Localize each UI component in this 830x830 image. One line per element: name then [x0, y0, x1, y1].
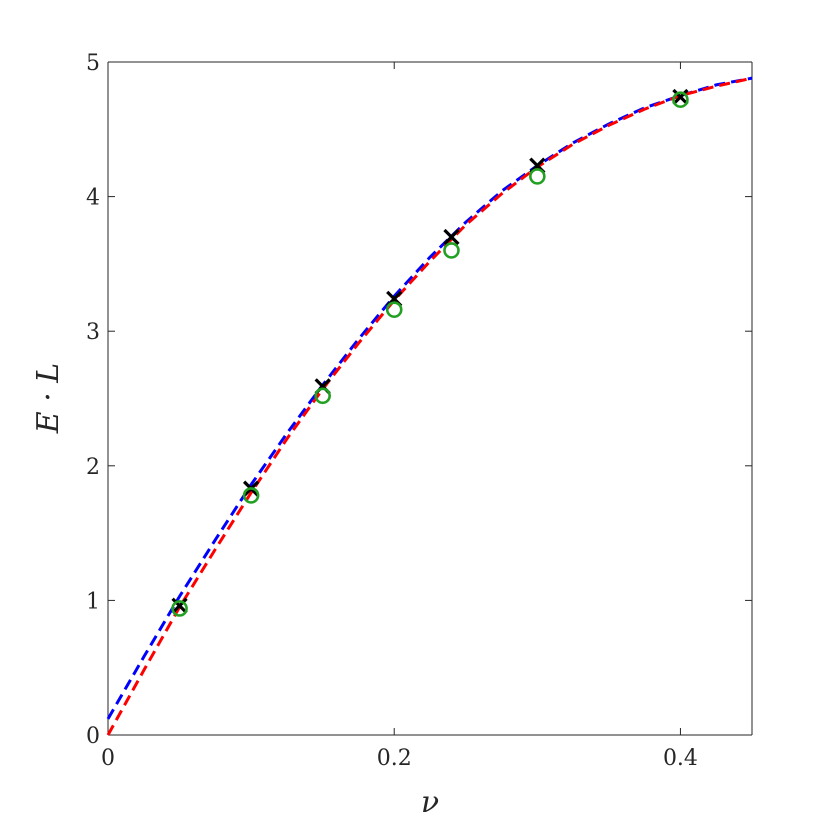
circle-marker-point	[672, 91, 689, 108]
plot-background	[108, 62, 752, 735]
y-tick-label: 4	[86, 186, 100, 211]
y-axis-label: E · L	[31, 363, 66, 434]
series-line	[106, 76, 753, 720]
circle-marker-point	[385, 301, 403, 318]
x-tick-labels: 0 0.2 0.4	[101, 746, 698, 771]
axes-frame	[107, 61, 753, 736]
circle-marker-point	[171, 600, 188, 617]
y-tick-labels: 0 1 2 3 4 5	[86, 51, 100, 749]
y-tick-label: 1	[86, 589, 100, 614]
y-tick-label: 5	[86, 51, 100, 76]
circle-marker-point	[314, 387, 331, 405]
y-tick-label: 0	[86, 724, 100, 749]
series-3	[171, 91, 689, 617]
y-tick-label: 3	[86, 320, 100, 345]
x-marker-point	[672, 88, 689, 106]
x-tick-label: 0.2	[377, 746, 412, 771]
x-tick-label: 0.4	[663, 746, 698, 771]
x-axis-label: ν	[421, 785, 439, 820]
series-0	[106, 76, 753, 720]
series-layer	[106, 76, 753, 736]
y-tick-label: 2	[86, 455, 100, 480]
x-tick-label: 0	[101, 746, 115, 771]
series-1	[106, 76, 753, 736]
x-marker-point	[443, 228, 460, 246]
circle-marker-point	[443, 242, 460, 259]
circle-marker-point	[529, 168, 546, 185]
x-marker-point	[171, 597, 188, 614]
series-line	[106, 76, 753, 736]
circle-marker-point	[242, 487, 260, 504]
